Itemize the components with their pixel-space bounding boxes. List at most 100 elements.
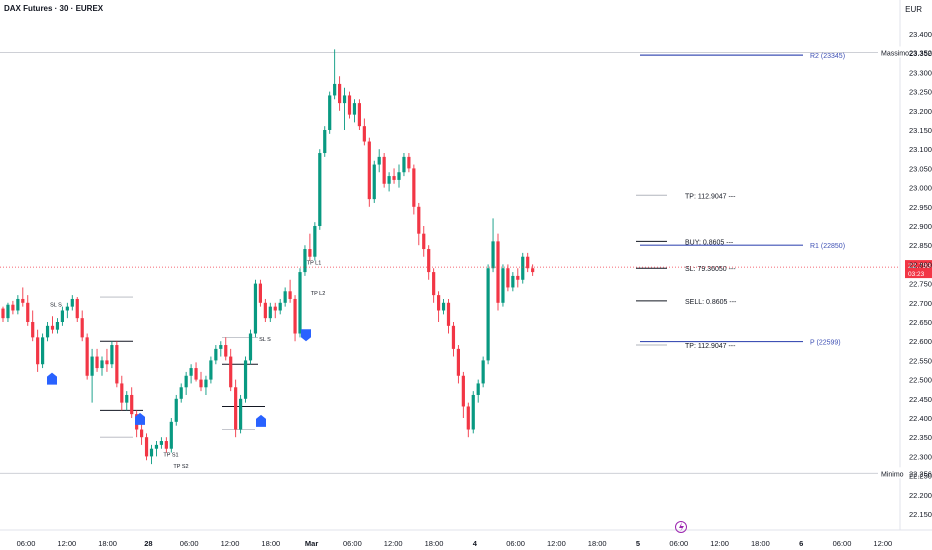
- candle-body: [412, 168, 416, 207]
- chart-marker-label: TP S1: [163, 452, 178, 458]
- candle-body: [179, 387, 183, 399]
- last-price-tag: [905, 260, 932, 279]
- currency-label: EUR: [905, 5, 922, 14]
- x-tick-label: 06:00: [17, 539, 36, 548]
- chart-marker-label: TP L1: [307, 260, 322, 266]
- candle-body: [377, 156, 381, 165]
- candle-body: [45, 325, 50, 338]
- high-low-lines: Massimo 23.352 Minimo 22.256: [0, 46, 932, 479]
- candle-body: [367, 141, 371, 200]
- candle-body: [402, 156, 406, 173]
- candle-body: [456, 348, 460, 376]
- candle-body: [407, 156, 411, 169]
- x-tick-label: 4: [473, 539, 478, 548]
- candle-body: [60, 310, 64, 322]
- x-tick-label: 06:00: [669, 539, 688, 548]
- candle-body: [352, 103, 357, 115]
- y-tick-label: 23.350: [909, 49, 932, 58]
- candle-body: [234, 387, 238, 430]
- y-tick-label: 23.000: [909, 184, 932, 193]
- candle-body: [511, 275, 515, 288]
- chart-markers: SL S TP S1 TP S2 SL S TP L1 TP L2: [50, 260, 325, 470]
- candle-body: [253, 283, 258, 334]
- candle-body: [26, 302, 30, 322]
- candle-body: [80, 318, 84, 338]
- candle-body: [313, 226, 317, 257]
- signal-badge: [47, 372, 57, 385]
- candle-body: [298, 272, 302, 334]
- y-tick-label: 23.300: [909, 68, 932, 77]
- y-tick-label: 23.150: [909, 126, 932, 135]
- candle-body: [204, 379, 208, 388]
- candle-body: [461, 375, 465, 407]
- x-tick-label: 18:00: [425, 539, 444, 548]
- candle-body: [115, 345, 119, 384]
- candle-body: [31, 322, 35, 338]
- signal-badge: [301, 329, 311, 342]
- chart-marker-label: SL S: [259, 337, 271, 343]
- candle-body: [1, 308, 5, 319]
- y-tick-label: 22.850: [909, 241, 932, 250]
- pivot-levels: R2 (23345) R1 (22850) P (22599): [640, 53, 845, 347]
- chart-marker-label: TP S2: [173, 464, 188, 470]
- candle-body: [65, 306, 69, 311]
- candle-body: [318, 153, 322, 226]
- candle-body: [446, 302, 451, 326]
- y-tick-label: 23.250: [909, 88, 932, 97]
- candle-body: [105, 360, 109, 365]
- x-tick-label: 18:00: [751, 539, 770, 548]
- y-tick-label: 22.250: [909, 472, 932, 481]
- candle-body: [501, 268, 505, 303]
- candle-body: [268, 306, 272, 319]
- x-tick-label: 12:00: [710, 539, 729, 548]
- y-axis: 23.400 23.350 23.300 23.250 23.200 23.150 23.1…: [909, 30, 932, 519]
- chart-title: DAX Futures · 30 · EUREX: [4, 4, 104, 13]
- candle-body: [278, 302, 282, 311]
- candle-body: [437, 295, 441, 311]
- candle-body: [36, 337, 40, 365]
- signal-badges: [47, 329, 311, 427]
- x-tick-label: 12:00: [221, 539, 240, 548]
- x-tick-label: 18:00: [98, 539, 117, 548]
- x-tick-label: 12:00: [384, 539, 403, 548]
- sell-text: SELL: 0.8605 ---: [685, 299, 737, 306]
- candle-body: [471, 394, 475, 430]
- level-r1-label: R1 (22850): [810, 243, 845, 250]
- candle-body: [199, 379, 203, 388]
- x-tick-label: Mar: [305, 539, 318, 548]
- x-tick-label: 06:00: [343, 539, 362, 548]
- signal-badge: [256, 414, 266, 427]
- candle-body: [521, 256, 525, 280]
- candle-body: [224, 345, 228, 357]
- candle-body: [214, 348, 218, 361]
- y-tick-label: 23.050: [909, 164, 932, 173]
- candle-body: [342, 95, 347, 104]
- x-tick-label: 18:00: [261, 539, 280, 548]
- signal-badge: [135, 412, 145, 425]
- y-tick-label: 22.400: [909, 414, 932, 423]
- candle-body: [293, 298, 297, 334]
- low-price-label: 22.256: [909, 469, 932, 478]
- y-tick-label: 23.200: [909, 107, 932, 116]
- last-price-value: 22.793: [908, 261, 931, 270]
- candle-body: [248, 333, 253, 361]
- chart-marker-label: TP L2: [311, 291, 326, 297]
- candle-body: [392, 176, 396, 180]
- y-tick-label: 22.800: [909, 260, 932, 269]
- candle-body: [506, 268, 510, 288]
- candle-body: [110, 345, 114, 365]
- level-p-label: P (22599): [810, 340, 841, 347]
- x-tick-label: 06:00: [506, 539, 525, 548]
- candle-body: [11, 304, 15, 311]
- x-axis: 06:00 12:00 18:00 28 06:00 12:00 18:00 Mar 06:00…: [17, 521, 892, 548]
- high-label-bg: [878, 46, 908, 58]
- candle-body: [531, 268, 535, 273]
- candle-body: [174, 398, 178, 422]
- x-tick-label: 06:00: [833, 539, 852, 548]
- candle-body: [526, 256, 530, 269]
- y-tick-label: 22.200: [909, 491, 932, 500]
- tp-top-text: TP: 112.9047 ---: [685, 193, 736, 200]
- candle-body: [496, 241, 500, 303]
